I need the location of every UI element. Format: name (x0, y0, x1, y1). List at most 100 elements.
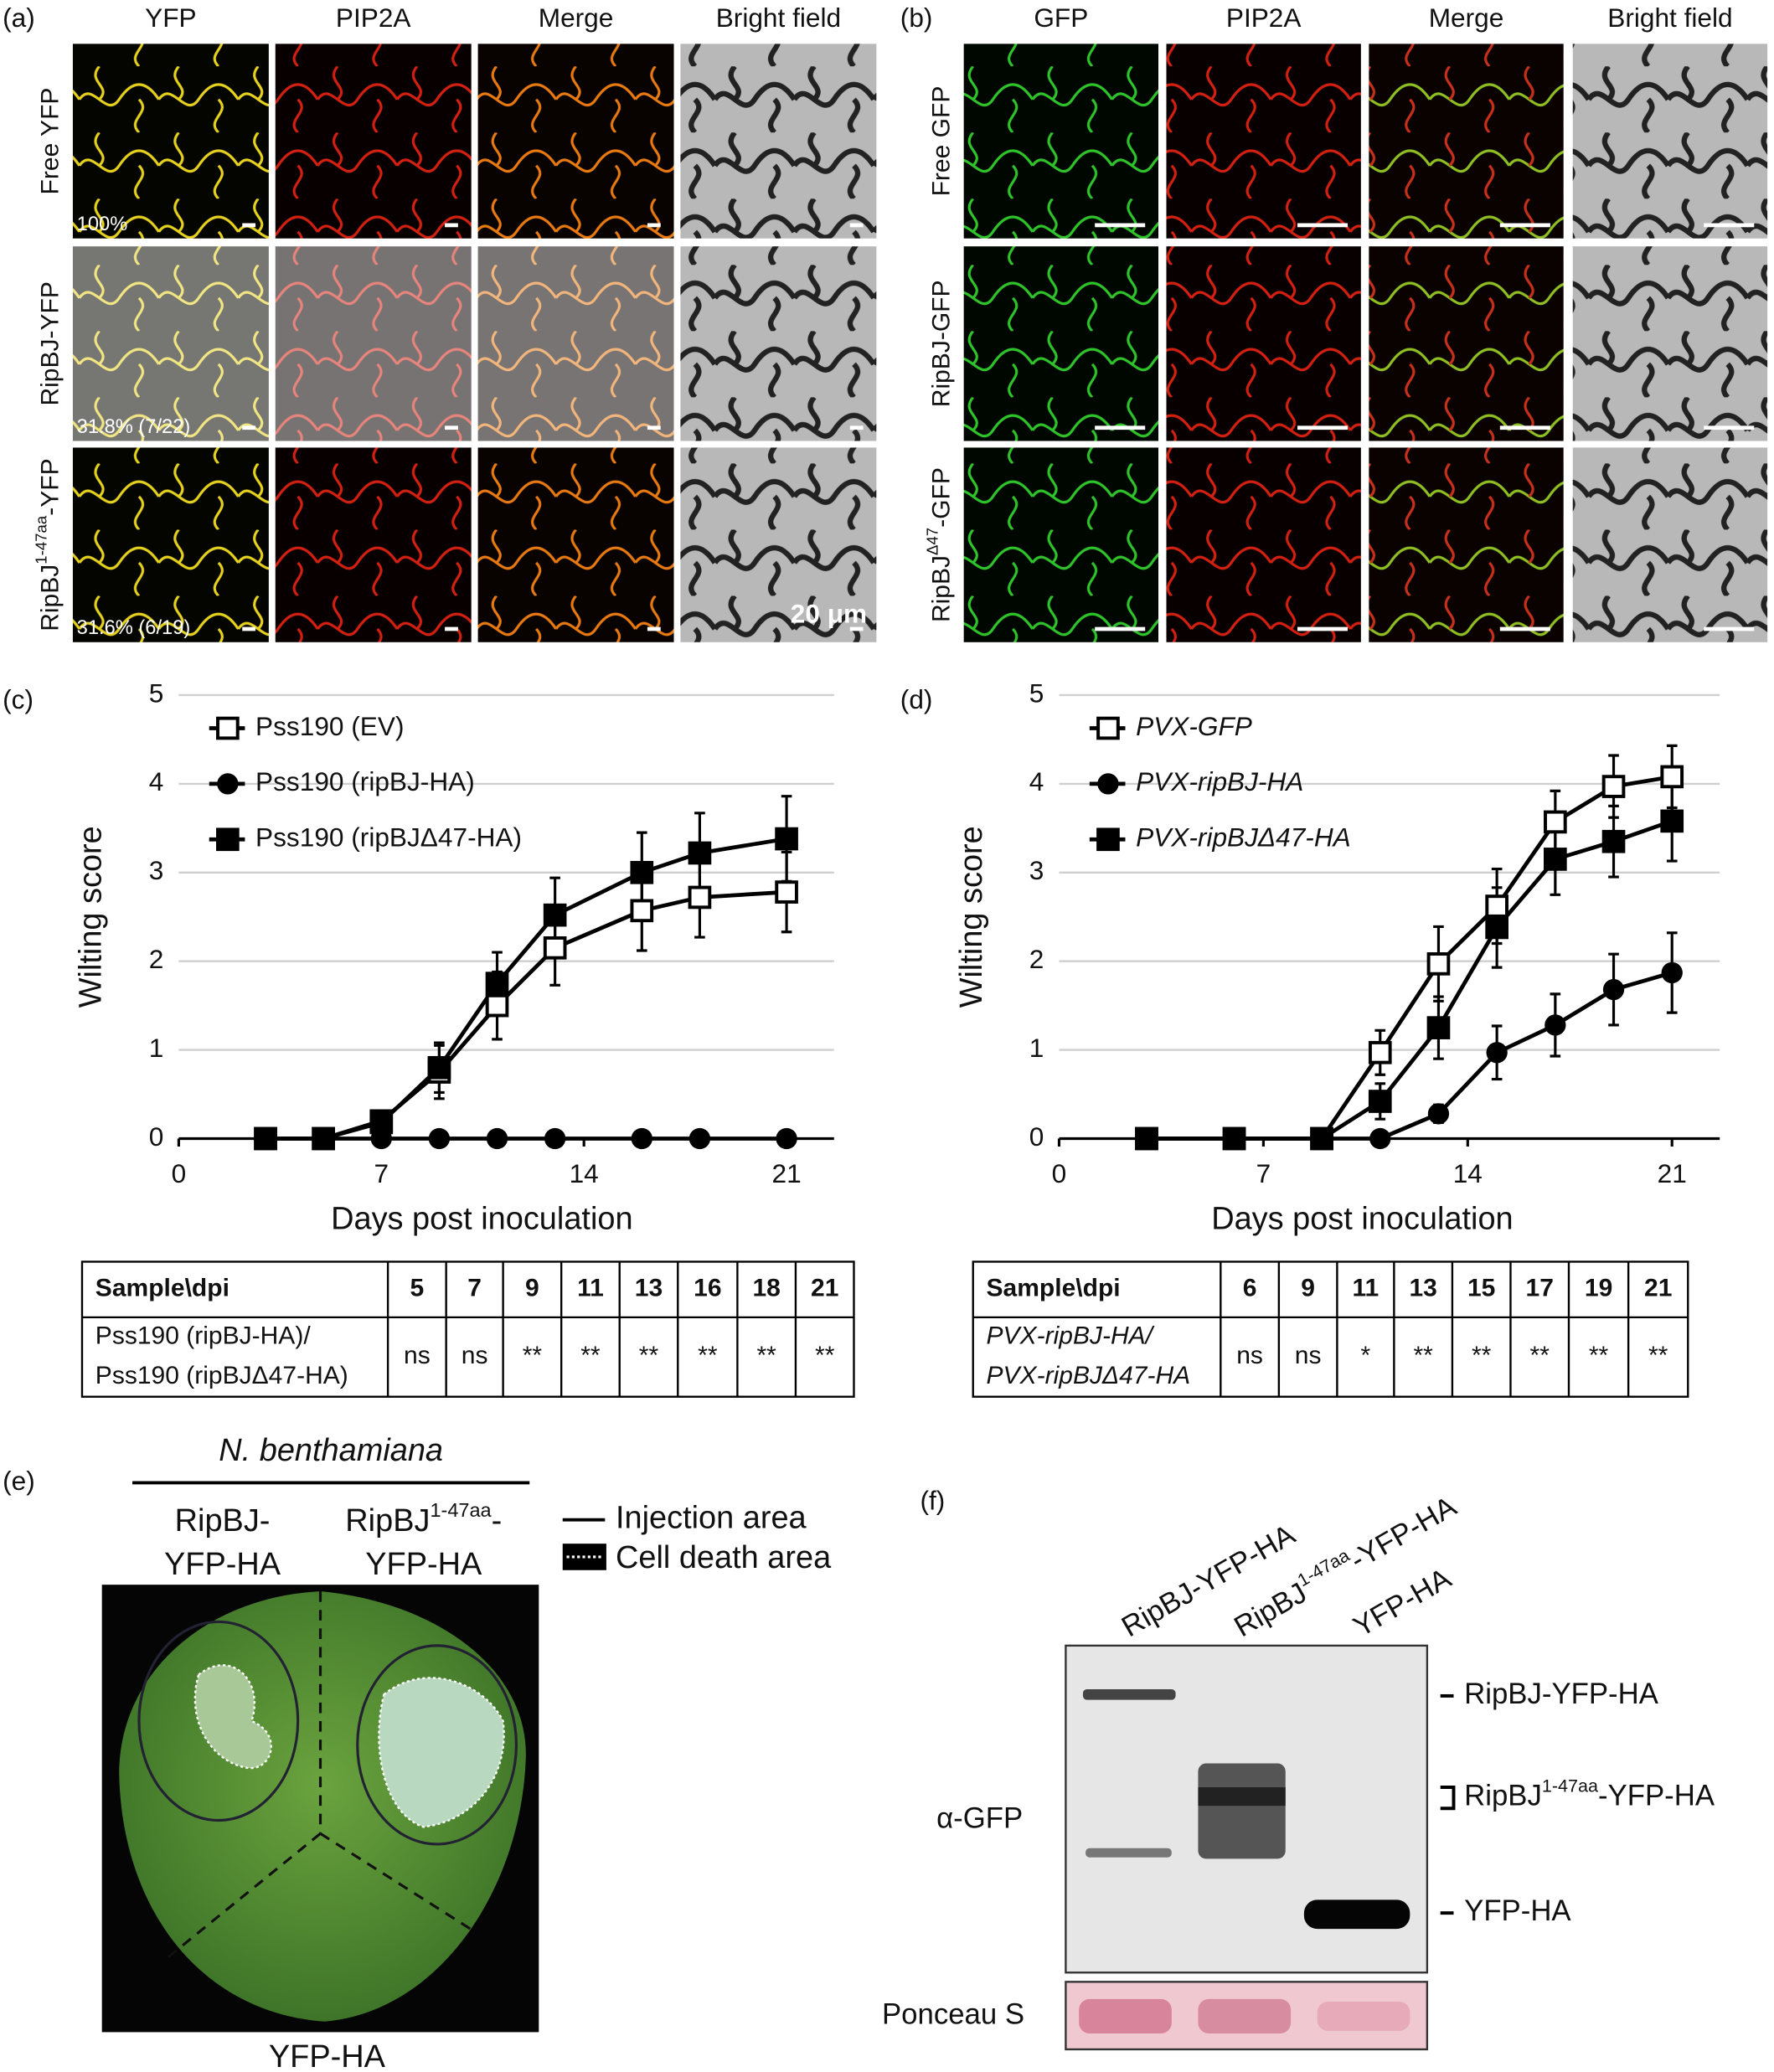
table-border (972, 1260, 1689, 1398)
text-part: RipBJ (1229, 1577, 1312, 1643)
table-cell: ** (1413, 1342, 1433, 1369)
micrograph (1369, 44, 1564, 239)
marker (1096, 716, 1120, 740)
text-part: -GFP (927, 467, 955, 528)
table-header: 11 (1353, 1275, 1379, 1302)
table-header: 13 (1409, 1275, 1436, 1302)
table-header: 18 (752, 1275, 780, 1302)
panel-label: (d) (900, 684, 933, 714)
micrograph (1572, 447, 1768, 642)
marker (1135, 1126, 1158, 1151)
marker (775, 880, 798, 904)
table-cell: ** (1530, 1342, 1550, 1369)
marker (1544, 848, 1567, 871)
loading-label: Ponceau S (882, 1999, 1024, 2031)
y-axis-label: Wilting score (74, 826, 109, 1008)
marker (775, 827, 798, 851)
micrograph (1572, 44, 1768, 239)
micrograph (963, 44, 1159, 239)
table-header: 11 (577, 1275, 604, 1302)
x-axis-label: Days post inoculation (1211, 1202, 1513, 1237)
text-part: -YFP-HA (1345, 1491, 1462, 1577)
text-part: -YFP-HA (1598, 1781, 1715, 1812)
text-part: 1-47aa (1294, 1544, 1354, 1590)
band-label: RipBJ-YFP-HA (1464, 1678, 1659, 1710)
marker (1485, 915, 1508, 940)
marker (312, 1126, 335, 1151)
marker (216, 827, 240, 852)
y-axis-label: Wilting score (954, 826, 989, 1008)
marker (369, 1111, 394, 1135)
marker (216, 716, 240, 740)
marker (1368, 1040, 1392, 1064)
column-header: Merge (1429, 3, 1504, 33)
marker (1660, 765, 1684, 789)
table-cell: ** (756, 1342, 776, 1369)
x-tick-label: 7 (374, 1158, 389, 1188)
text-part: Δ47 (924, 528, 941, 555)
table-cell: ns (404, 1342, 431, 1369)
legend-label: PVX-ripBJ-HA (1136, 766, 1303, 796)
micrograph (477, 246, 674, 441)
table-sample: PVX-ripBJΔ47-HA (987, 1362, 1191, 1389)
table-cell: ** (1589, 1342, 1609, 1369)
marker (1369, 1127, 1391, 1150)
micrograph (1369, 246, 1564, 441)
marker (1485, 894, 1508, 918)
percentage: 31.8% (7/22) (77, 416, 191, 438)
table-cell: ns (1236, 1342, 1263, 1369)
micrograph (1369, 447, 1564, 642)
legend-label: Injection area (616, 1501, 807, 1536)
marker (1426, 952, 1451, 976)
micrograph (275, 44, 472, 239)
table-header: 5 (410, 1275, 425, 1302)
marker (1310, 1126, 1333, 1151)
marker (631, 1127, 652, 1150)
micrograph (275, 246, 472, 441)
marker (630, 899, 654, 923)
text-part: RipBJ-YFP (37, 281, 64, 405)
marker (254, 1126, 277, 1151)
marker (630, 860, 654, 884)
table-cell: ** (639, 1342, 659, 1369)
table-header: 9 (525, 1275, 539, 1302)
micrograph (275, 447, 472, 642)
table-cell: ns (462, 1342, 488, 1369)
series-line (1147, 819, 1673, 1141)
legend-label: PVX-ripBJΔ47-HA (1136, 822, 1351, 853)
table-cell: ns (1295, 1342, 1322, 1369)
text-part: RipBJ (927, 555, 955, 622)
micrograph (1166, 447, 1361, 642)
column-header: Bright field (716, 3, 841, 33)
table-header: 21 (1644, 1275, 1672, 1302)
micrograph (680, 246, 877, 441)
table-header: 16 (694, 1275, 721, 1302)
marker (1096, 827, 1120, 852)
column-header: YFP (145, 3, 196, 33)
band-label: YFP-HA (1464, 1895, 1571, 1927)
text-part: 1-47aa (430, 1499, 492, 1521)
row-label: RipBJ-YFP (37, 281, 64, 405)
text-part: 1-47aa (1542, 1776, 1598, 1796)
micrograph (1166, 44, 1361, 239)
table-cell: ** (698, 1342, 718, 1369)
x-tick-label: 0 (172, 1158, 187, 1188)
micrograph (963, 447, 1159, 642)
x-tick-label: 7 (1256, 1158, 1271, 1188)
y-tick-label: 2 (149, 944, 164, 974)
legend-label: Pss190 (ripBJ-HA) (255, 766, 475, 796)
y-tick-label: 2 (1029, 944, 1044, 974)
marker (428, 1127, 451, 1150)
micrograph (1572, 246, 1768, 441)
treatment-label: YFP-HA (164, 1547, 281, 1582)
marker (688, 841, 712, 865)
treatment-label: RipBJ- (175, 1503, 271, 1539)
x-tick-label: 14 (1453, 1158, 1483, 1188)
y-tick-label: 0 (149, 1121, 164, 1152)
table-header: 19 (1585, 1275, 1612, 1302)
micrograph (477, 44, 674, 239)
text-part: YFP-HA (1464, 1895, 1571, 1927)
row-label: RipBJ-GFP (927, 280, 955, 407)
column-header: PIP2A (336, 3, 412, 33)
